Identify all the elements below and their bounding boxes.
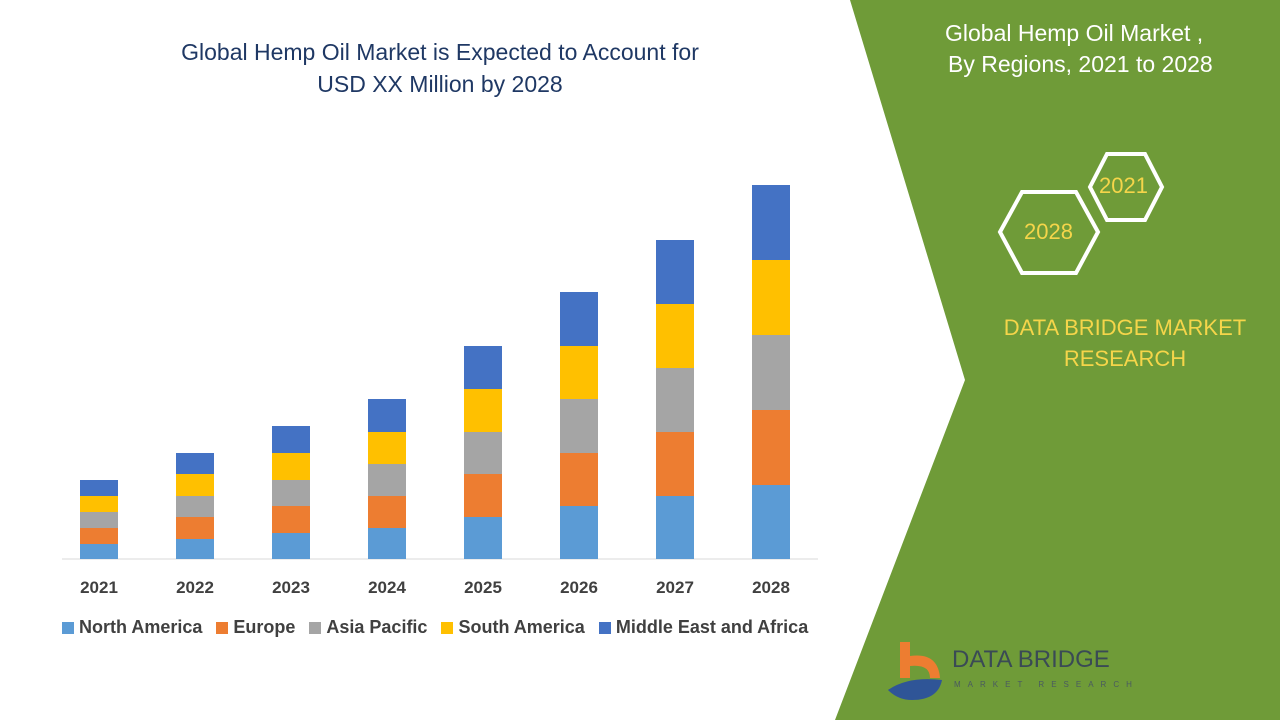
- logo-icon: [888, 642, 942, 700]
- bar-2024-europe: [368, 496, 406, 528]
- bar-2026-north-america: [560, 506, 598, 559]
- legend-item: Europe: [216, 617, 295, 638]
- x-tick-label: 2022: [176, 578, 214, 597]
- x-tick-label: 2021: [80, 578, 118, 597]
- legend-label: Asia Pacific: [326, 617, 428, 637]
- brand-text: DATA BRIDGE MARKET RESEARCH: [990, 312, 1260, 374]
- legend-label: Europe: [233, 617, 296, 637]
- bar-2023-europe: [272, 506, 310, 533]
- legend-label: Middle East and Africa: [615, 617, 809, 637]
- bar-2021-middle-east-and-africa: [80, 480, 118, 496]
- x-tick-label: 2025: [464, 578, 502, 597]
- hexagon-2028: [997, 190, 1101, 275]
- bar-2023-north-america: [272, 533, 310, 559]
- bar-2024-north-america: [368, 528, 406, 559]
- bar-2027-europe: [656, 432, 694, 496]
- bar-2021-europe: [80, 528, 118, 544]
- bar-2025-europe: [464, 474, 502, 517]
- bar-2025-south-america: [464, 389, 502, 432]
- x-tick-label: 2027: [656, 578, 694, 597]
- bar-2026-south-america: [560, 346, 598, 399]
- legend-item: Middle East and Africa: [598, 617, 809, 638]
- bar-2022-north-america: [176, 539, 214, 559]
- legend-item: North America: [62, 617, 202, 638]
- brand-line-1: DATA BRIDGE MARKET: [1003, 315, 1247, 340]
- bar-2023-middle-east-and-africa: [272, 426, 310, 453]
- legend-item: Asia Pacific: [309, 617, 427, 638]
- x-tick-label: 2026: [560, 578, 598, 597]
- panel-title: Global Hemp Oil Market , By Regions, 202…: [930, 18, 1270, 80]
- bar-2027-asia-pacific: [656, 368, 694, 432]
- chart-title: Global Hemp Oil Market is Expected to Ac…: [130, 36, 750, 100]
- bar-2026-europe: [560, 453, 598, 506]
- bar-2028-asia-pacific: [752, 335, 790, 410]
- title-line-1: Global Hemp Oil Market is Expected to Ac…: [181, 39, 699, 65]
- logo-name: DATA BRIDGE: [952, 646, 1110, 673]
- bar-2022-asia-pacific: [176, 496, 214, 517]
- panel-title-line-1: Global Hemp Oil Market ,: [945, 20, 1204, 46]
- bar-2025-north-america: [464, 517, 502, 559]
- bar-2021-south-america: [80, 496, 118, 512]
- title-line-2: USD XX Million by 2028: [317, 71, 563, 97]
- logo-subtitle: MARKET RESEARCH: [954, 680, 1139, 689]
- bar-2027-south-america: [656, 304, 694, 368]
- x-tick-label: 2024: [368, 578, 406, 597]
- bar-2026-asia-pacific: [560, 399, 598, 453]
- bar-2025-middle-east-and-africa: [464, 346, 502, 389]
- legend-swatch: [309, 621, 322, 634]
- hex-label-2021: 2021: [1099, 173, 1148, 198]
- bar-2028-middle-east-and-africa: [752, 185, 790, 260]
- legend-swatch: [216, 621, 229, 634]
- x-tick-label: 2028: [752, 578, 790, 597]
- bar-2022-middle-east-and-africa: [176, 453, 214, 474]
- legend: North America Europe Asia Pacific South Ame…: [62, 617, 808, 638]
- bar-2026-middle-east-and-africa: [560, 292, 598, 346]
- legend-swatch: [62, 621, 74, 634]
- bar-2023-south-america: [272, 453, 310, 480]
- legend-item: South America: [441, 617, 585, 638]
- legend-swatch: [441, 621, 454, 634]
- hex-label-2028: 2028: [1024, 219, 1073, 244]
- brand-line-2: RESEARCH: [1063, 346, 1187, 371]
- bar-2028-north-america: [752, 485, 790, 559]
- legend-label: South America: [458, 617, 585, 637]
- legend-label: North America: [79, 617, 203, 637]
- bar-2023-asia-pacific: [272, 480, 310, 506]
- bar-2022-south-america: [176, 474, 214, 496]
- hexagon-2021: [1087, 152, 1165, 222]
- legend-swatch: [598, 621, 611, 634]
- panel-title-line-2: By Regions, 2021 to 2028: [948, 51, 1213, 77]
- x-tick-label: 2023: [272, 578, 310, 597]
- bar-2024-middle-east-and-africa: [368, 399, 406, 432]
- bar-2021-north-america: [80, 544, 118, 559]
- bar-2027-north-america: [656, 496, 694, 559]
- bar-2028-europe: [752, 410, 790, 485]
- bar-2024-south-america: [368, 432, 406, 464]
- bar-2022-europe: [176, 517, 214, 539]
- green-panel: [835, 0, 1280, 720]
- bar-2021-asia-pacific: [80, 512, 118, 528]
- bar-2025-asia-pacific: [464, 432, 502, 474]
- bar-2024-asia-pacific: [368, 464, 406, 496]
- bar-2027-middle-east-and-africa: [656, 240, 694, 304]
- bar-2028-south-america: [752, 260, 790, 335]
